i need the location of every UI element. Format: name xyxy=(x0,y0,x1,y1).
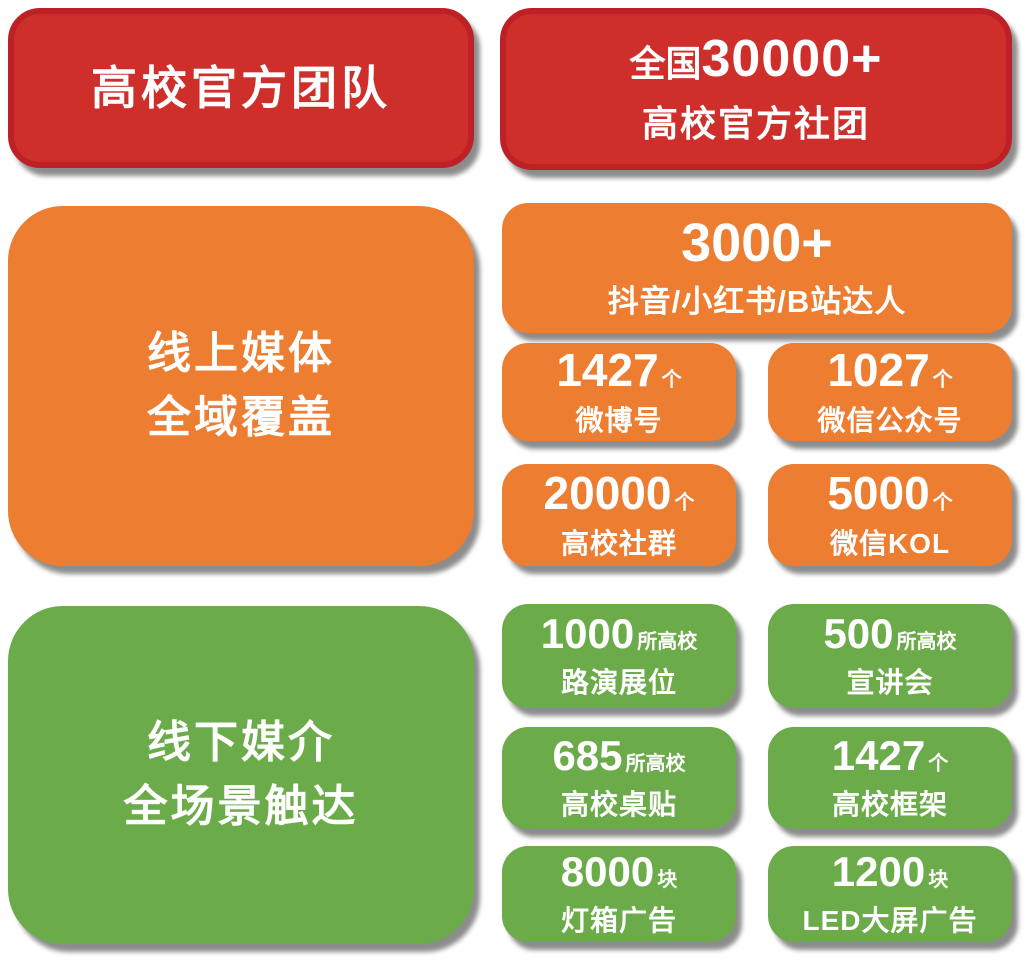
stat-unit: 个 xyxy=(928,753,949,776)
stat-card-led-screen-ads: 1200 块 LED大屏广告 xyxy=(768,846,1012,942)
stat-number: 5000 xyxy=(827,467,930,520)
stat-value: 1427 个 xyxy=(556,345,681,396)
stat-value: 685 所高校 xyxy=(552,733,685,779)
stat-number: 1027 xyxy=(827,344,930,397)
stat-card-douyin-xiaohongshu-bstation: 3000+ 抖音/小红书/B站达人 xyxy=(502,203,1012,333)
stat-unit: 个 xyxy=(932,369,953,392)
stat-number: 500 xyxy=(823,610,894,658)
offline-title-line-2: 全场景触达 xyxy=(123,782,359,831)
stat-number: 1427 xyxy=(556,344,659,397)
stat-value: 1027 个 xyxy=(827,345,952,396)
stat-label: 宣讲会 xyxy=(846,666,934,698)
stat-label: LED大屏广告 xyxy=(802,904,978,936)
stat-label: 抖音/小红书/B站达人 xyxy=(607,283,907,319)
stat-label: 灯箱广告 xyxy=(560,904,677,936)
header-right-label: 高校官方社团 xyxy=(641,102,870,144)
stat-label: 微博号 xyxy=(575,404,663,436)
stat-card-desk-stickers: 685 所高校 高校桌贴 xyxy=(502,727,736,829)
stat-number: 1200 xyxy=(831,848,926,896)
online-title-line-1: 线上媒体 xyxy=(147,329,335,379)
stat-label: 高校桌贴 xyxy=(560,788,677,820)
stat-number: 1427 xyxy=(831,732,926,780)
header-left-card: 高校官方团队 xyxy=(8,8,474,168)
stat-label: 路演展位 xyxy=(560,666,677,698)
stat-value: 1427 个 xyxy=(832,733,948,779)
online-section-card: 线上媒体 全域覆盖 xyxy=(8,206,474,566)
online-section-title: 线上媒体 全域覆盖 xyxy=(147,322,335,450)
stat-card-wechat-official: 1027 个 微信公众号 xyxy=(768,343,1012,441)
stat-number: 20000 xyxy=(543,467,672,520)
stat-unit: 块 xyxy=(928,869,949,892)
offline-title-line-1: 线下媒介 xyxy=(147,718,335,768)
stat-number: 1000 xyxy=(540,610,635,658)
stat-value: 8000 块 xyxy=(561,849,677,895)
stat-unit: 个 xyxy=(932,492,953,515)
stat-card-roadshow-booths: 1000 所高校 路演展位 xyxy=(502,604,736,708)
offline-section-card: 线下媒介 全场景触达 xyxy=(8,606,474,944)
offline-section-title: 线下媒介 全场景触达 xyxy=(124,711,359,839)
online-title-line-2: 全域覆盖 xyxy=(147,393,335,442)
stat-card-campus-groups: 20000 个 高校社群 xyxy=(502,464,736,566)
stat-number: 685 xyxy=(552,732,623,780)
stat-label: 高校框架 xyxy=(831,788,948,820)
stat-unit: 所高校 xyxy=(625,753,686,776)
stat-label: 微信公众号 xyxy=(817,404,963,436)
stat-card-lightbox-ads: 8000 块 灯箱广告 xyxy=(502,846,736,942)
header-right-number: 30000+ xyxy=(701,30,883,89)
stat-value: 1000 所高校 xyxy=(541,611,697,657)
stat-value: 1200 块 xyxy=(832,849,948,895)
header-right-stat: 全国 30000+ xyxy=(630,31,883,88)
stat-unit: 所高校 xyxy=(896,631,957,654)
stat-card-presentations: 500 所高校 宣讲会 xyxy=(768,604,1012,708)
stat-value: 5000 个 xyxy=(827,468,952,519)
stat-card-wechat-kol: 5000 个 微信KOL xyxy=(768,464,1012,566)
stat-number: 3000+ xyxy=(681,213,833,274)
stat-card-campus-frames: 1427 个 高校框架 xyxy=(768,727,1012,829)
stat-unit: 所高校 xyxy=(637,631,698,654)
stat-label: 微信KOL xyxy=(829,527,951,559)
stat-unit: 个 xyxy=(661,369,682,392)
stat-value: 20000 个 xyxy=(544,468,695,519)
header-left-title: 高校官方团队 xyxy=(91,61,391,114)
header-right-card: 全国 30000+ 高校官方社团 xyxy=(500,8,1012,170)
header-right-prefix: 全国 xyxy=(629,43,702,85)
stat-unit: 个 xyxy=(674,492,695,515)
stat-unit: 块 xyxy=(657,869,678,892)
stat-number: 8000 xyxy=(560,848,655,896)
stat-value: 500 所高校 xyxy=(823,611,956,657)
stat-label: 高校社群 xyxy=(560,527,677,559)
stat-card-weibo: 1427 个 微博号 xyxy=(502,343,736,441)
